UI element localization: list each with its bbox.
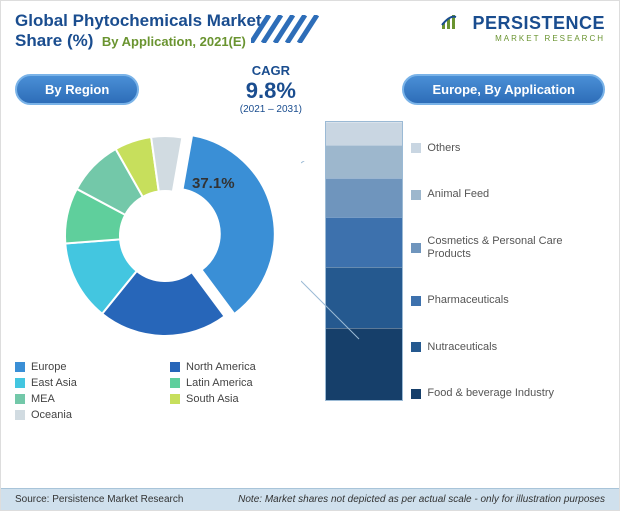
app-legend-label: Nutraceuticals bbox=[427, 341, 497, 354]
legend-item bbox=[170, 409, 315, 421]
legend-item: South Asia bbox=[170, 393, 315, 405]
right-panel: Others Animal Feed Cosmetics & Personal Ca… bbox=[325, 121, 605, 421]
legend-item: North America bbox=[170, 361, 315, 373]
legend-item: Oceania bbox=[15, 409, 160, 421]
legend-swatch-icon bbox=[170, 394, 180, 404]
app-legend-item: Animal Feed bbox=[411, 188, 605, 201]
legend-swatch-icon bbox=[15, 378, 25, 388]
app-legend-item: Nutraceuticals bbox=[411, 341, 605, 354]
legend-label: North America bbox=[186, 361, 256, 373]
legend-swatch-icon bbox=[15, 394, 25, 404]
footer-note: Note: Market shares not depicted as per … bbox=[238, 494, 605, 505]
app-legend-item: Others bbox=[411, 142, 605, 155]
app-legend-item: Pharmaceuticals bbox=[411, 294, 605, 307]
hatch-decoration-icon bbox=[251, 15, 319, 43]
legend-swatch-icon bbox=[411, 342, 421, 352]
stack-segment bbox=[326, 267, 402, 328]
cagr-value: 9.8% bbox=[240, 78, 302, 104]
header: Global Phytochemicals Market Share (%) B… bbox=[1, 1, 619, 55]
title-line1: Global Phytochemicals Market bbox=[15, 11, 262, 30]
legend-swatch-icon bbox=[411, 243, 421, 253]
legend-swatch-icon bbox=[15, 410, 25, 420]
legend-swatch-icon bbox=[15, 362, 25, 372]
stack-segment bbox=[326, 122, 402, 145]
cagr-period: (2021 – 2031) bbox=[240, 104, 302, 115]
logo-sub: MARKET RESEARCH bbox=[440, 34, 605, 43]
app-legend-label: Pharmaceuticals bbox=[427, 294, 508, 307]
cagr-label: CAGR bbox=[240, 63, 302, 78]
logo-icon bbox=[440, 13, 468, 31]
application-legend: Others Animal Feed Cosmetics & Personal Ca… bbox=[411, 121, 605, 421]
top-row: By Region CAGR 9.8% (2021 – 2031) Europe… bbox=[1, 55, 619, 115]
pill-application: Europe, By Application bbox=[402, 74, 605, 105]
app-legend-item: Food & beverage Industry bbox=[411, 387, 605, 400]
footer-source: Source: Persistence Market Research bbox=[15, 494, 183, 505]
legend-item: Europe bbox=[15, 361, 160, 373]
logo: PERSISTENCE MARKET RESEARCH bbox=[440, 13, 605, 43]
donut-chart: 37.1% bbox=[50, 121, 280, 351]
legend-swatch-icon bbox=[170, 362, 180, 372]
legend-label: MEA bbox=[31, 393, 55, 405]
legend-item: Latin America bbox=[170, 377, 315, 389]
stacked-bar bbox=[325, 121, 403, 401]
legend-swatch-icon bbox=[411, 296, 421, 306]
highlight-label: 37.1% bbox=[192, 175, 235, 192]
app-legend-label: Food & beverage Industry bbox=[427, 387, 554, 400]
legend-item: MEA bbox=[15, 393, 160, 405]
footer: Source: Persistence Market Research Note… bbox=[1, 488, 619, 510]
legend-swatch-icon bbox=[411, 143, 421, 153]
legend-label: Europe bbox=[31, 361, 66, 373]
stack-segment bbox=[326, 328, 402, 400]
legend-swatch-icon bbox=[411, 389, 421, 399]
app-legend-label: Others bbox=[427, 142, 460, 155]
app-legend-label: Animal Feed bbox=[427, 188, 489, 201]
logo-main: PERSISTENCE bbox=[472, 13, 605, 33]
legend-label: Latin America bbox=[186, 377, 253, 389]
legend-swatch-icon bbox=[170, 378, 180, 388]
pill-region: By Region bbox=[15, 74, 139, 105]
app-legend-label: Cosmetics & Personal Care Products bbox=[427, 235, 605, 261]
stack-segment bbox=[326, 217, 402, 267]
stack-segment bbox=[326, 178, 402, 217]
cagr-block: CAGR 9.8% (2021 – 2031) bbox=[240, 63, 302, 115]
stack-segment bbox=[326, 145, 402, 179]
legend-label: East Asia bbox=[31, 377, 77, 389]
legend-swatch-icon bbox=[411, 190, 421, 200]
legend-label: Oceania bbox=[31, 409, 72, 421]
subtitle: By Application, 2021(E) bbox=[102, 34, 246, 49]
main-charts: 37.1% Europe North America East Asia Latin … bbox=[1, 115, 619, 421]
legend-label: South Asia bbox=[186, 393, 239, 405]
title-line2: Share (%) bbox=[15, 31, 93, 50]
legend-item: East Asia bbox=[15, 377, 160, 389]
left-panel: 37.1% Europe North America East Asia Latin … bbox=[15, 121, 315, 421]
app-legend-item: Cosmetics & Personal Care Products bbox=[411, 235, 605, 261]
region-legend: Europe North America East Asia Latin Americ… bbox=[15, 361, 315, 421]
